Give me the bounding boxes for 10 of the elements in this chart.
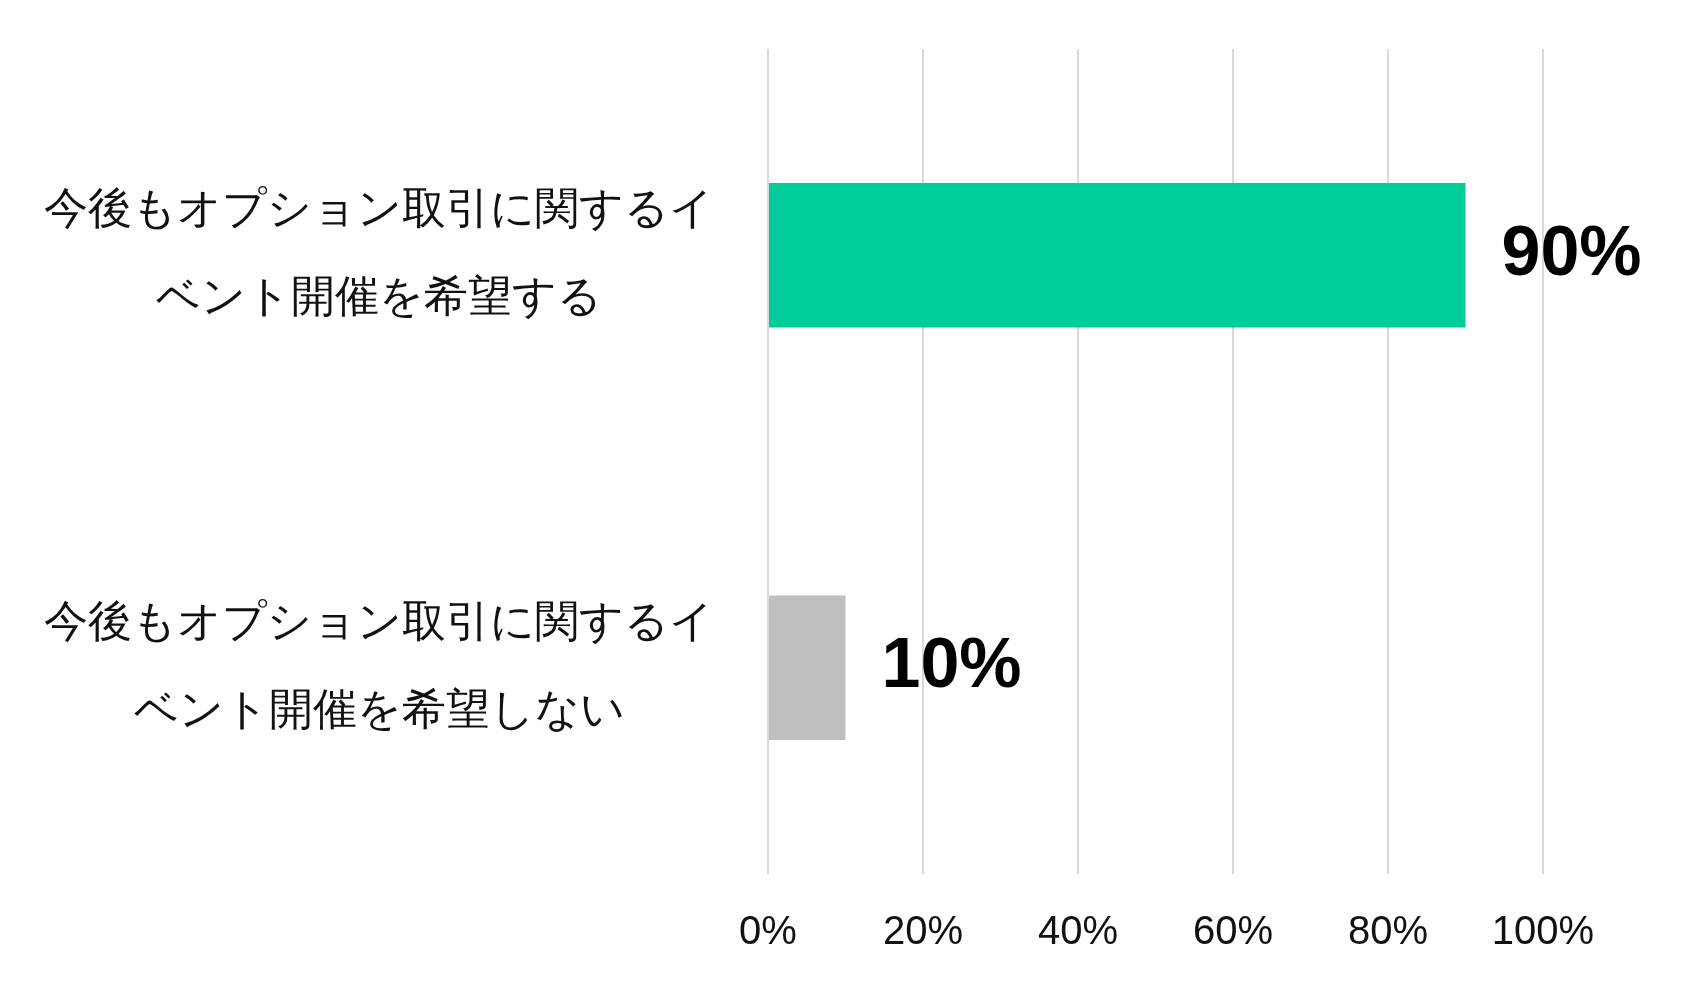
x-tick-label: 60% — [1192, 908, 1274, 953]
x-tick-label: 40% — [1037, 908, 1119, 953]
x-tick-label: 100% — [1491, 908, 1595, 953]
data-label: 10% — [881, 624, 1022, 703]
y-tick-label: 今後もオプション取引に関するイベント開催を希望する — [44, 183, 714, 321]
x-tick-label: 80% — [1347, 908, 1429, 953]
x-tick-label: 0% — [739, 908, 797, 953]
data-label: 90% — [1501, 211, 1642, 290]
y-tick-label: 今後もオプション取引に関するイベント開催を希望しない — [44, 595, 714, 733]
x-tick-label: 20% — [882, 908, 964, 953]
